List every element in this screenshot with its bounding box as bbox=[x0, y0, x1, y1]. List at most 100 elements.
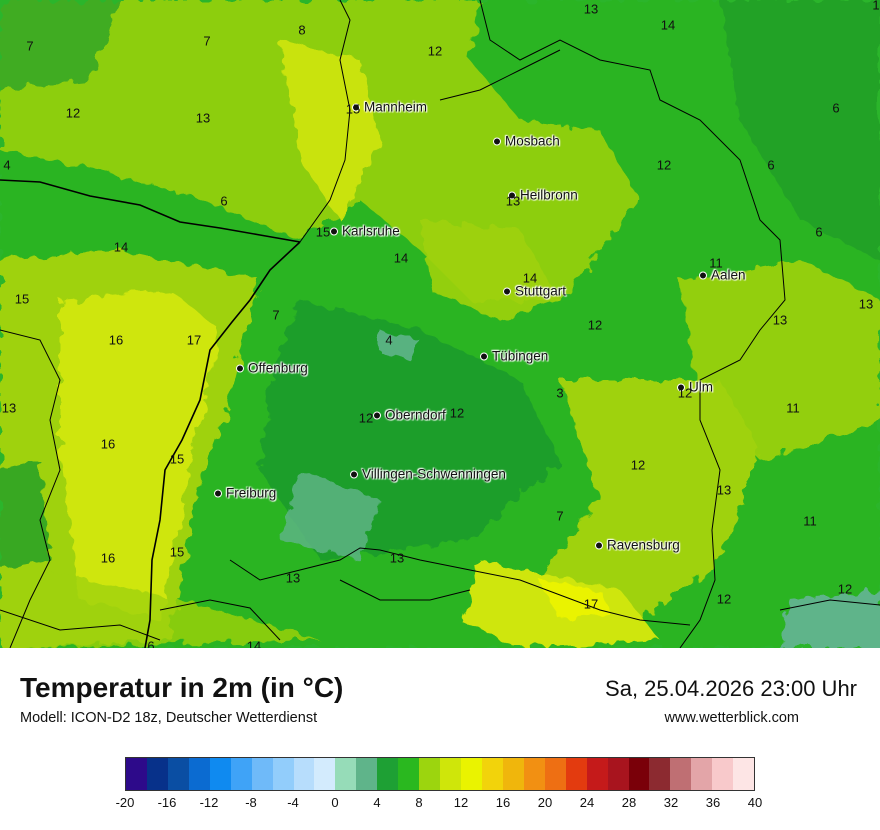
city-label: Mosbach bbox=[493, 134, 560, 149]
temperature-field bbox=[0, 0, 880, 648]
temperature-value: 13 bbox=[389, 550, 405, 566]
city-name: Mannheim bbox=[364, 99, 428, 115]
colorbar-segment bbox=[691, 758, 713, 790]
city-label: Stuttgart bbox=[503, 284, 566, 299]
temperature-value: 13 bbox=[195, 110, 211, 126]
city-label: Freiburg bbox=[214, 486, 276, 501]
temperature-value: 15 bbox=[315, 224, 331, 240]
colorbar-tick-label: 24 bbox=[579, 795, 595, 810]
colorbar-tick-label: 40 bbox=[747, 795, 763, 810]
colorbar-segment bbox=[398, 758, 420, 790]
colorbar-segment bbox=[502, 758, 524, 790]
colorbar-segment bbox=[712, 758, 734, 790]
temperature-value: 12 bbox=[630, 457, 646, 473]
temperature-value: 13 bbox=[1, 400, 17, 416]
colorbar-segment bbox=[335, 758, 357, 790]
colorbar-tick-label: 32 bbox=[663, 795, 679, 810]
temperature-value: 17 bbox=[186, 332, 202, 348]
city-label: Ulm bbox=[677, 380, 713, 395]
temperature-value: 7 bbox=[203, 33, 211, 49]
colorbar-segment bbox=[607, 758, 629, 790]
temperature-value: 4 bbox=[385, 332, 393, 348]
temperature-value: 6 bbox=[832, 100, 840, 116]
colorbar-segment bbox=[649, 758, 671, 790]
colorbar-tick-label: 4 bbox=[373, 795, 381, 810]
temperature-value: 12 bbox=[358, 410, 374, 426]
colorbar-segment bbox=[146, 758, 168, 790]
city-name: Villingen-Schwenningen bbox=[362, 466, 506, 482]
city-marker-icon bbox=[236, 364, 244, 373]
temperature-value: 15 bbox=[14, 291, 30, 307]
colorbar-segment bbox=[314, 758, 336, 790]
city-marker-icon bbox=[677, 383, 685, 392]
colorbar-tick-label: 12 bbox=[453, 795, 469, 810]
colorbar-segment bbox=[209, 758, 231, 790]
colorbar-segment bbox=[586, 758, 608, 790]
temperature-value: 3 bbox=[556, 385, 564, 401]
temperature-value: 17 bbox=[583, 596, 599, 612]
colorbar-segment bbox=[440, 758, 461, 790]
temperature-value: 13 bbox=[772, 312, 788, 328]
city-marker-icon bbox=[350, 470, 358, 479]
temperature-value: 12 bbox=[65, 105, 81, 121]
city-label: Ravensburg bbox=[595, 538, 680, 553]
temperature-value: 16 bbox=[108, 332, 124, 348]
temperature-value: 12 bbox=[656, 157, 672, 173]
website-link[interactable]: www.wetterblick.com bbox=[664, 710, 799, 726]
colorbar-tick-label: 8 bbox=[415, 795, 423, 810]
city-name: Offenburg bbox=[248, 360, 308, 376]
temperature-value: 13 bbox=[858, 296, 874, 312]
colorbar-tick-label: -16 bbox=[157, 795, 177, 810]
temperature-value: 7 bbox=[26, 38, 34, 54]
city-marker-icon bbox=[330, 227, 338, 236]
model-source: Modell: ICON-D2 18z, Deutscher Wetterdie… bbox=[20, 710, 318, 726]
temperature-colorbar bbox=[125, 757, 755, 791]
colorbar-segment bbox=[356, 758, 378, 790]
temperature-value: 12 bbox=[677, 385, 693, 401]
temperature-value: 14 bbox=[393, 250, 409, 266]
city-marker-icon bbox=[214, 489, 222, 498]
colorbar-segment bbox=[565, 758, 587, 790]
city-marker-icon bbox=[503, 287, 511, 296]
colorbar-tick-label: -12 bbox=[199, 795, 219, 810]
colorbar-segment bbox=[481, 758, 503, 790]
temperature-value: 8 bbox=[298, 22, 306, 38]
map-title: Temperatur in 2m (in °C) bbox=[20, 672, 344, 703]
colorbar-segment bbox=[188, 758, 210, 790]
colorbar-segment bbox=[293, 758, 315, 790]
colorbar-segment bbox=[272, 758, 294, 790]
temperature-value: 16 bbox=[100, 550, 116, 566]
temperature-value: 7 bbox=[272, 307, 280, 323]
city-label: Aalen bbox=[699, 268, 746, 283]
colorbar-segment bbox=[126, 758, 147, 790]
city-label: Villingen-Schwenningen bbox=[350, 467, 506, 482]
temperature-value: 14 bbox=[660, 17, 676, 33]
city-label: Karlsruhe bbox=[330, 224, 400, 239]
temperature-value: 15 bbox=[169, 451, 185, 467]
forecast-datetime: Sa, 25.04.2026 23:00 Uhr bbox=[605, 676, 857, 701]
colorbar-segment bbox=[230, 758, 252, 790]
city-marker-icon bbox=[480, 352, 488, 361]
city-name: Oberndorf bbox=[385, 407, 446, 423]
colorbar-tick-label: 36 bbox=[705, 795, 721, 810]
temperature-value: 14 bbox=[522, 270, 538, 286]
temperature-value: 12 bbox=[587, 317, 603, 333]
temperature-value: 6 bbox=[767, 157, 775, 173]
temperature-value: 14 bbox=[113, 239, 129, 255]
city-marker-icon bbox=[373, 411, 381, 420]
colorbar-ticks: -20 -16 -12 -8 -4 0 4 8 12 16 20 24 28 32 36 40 bbox=[116, 795, 763, 815]
temperature-value: 12 bbox=[449, 405, 465, 421]
colorbar-segment bbox=[544, 758, 566, 790]
city-marker-icon bbox=[352, 103, 360, 112]
temperature-value: 15 bbox=[345, 101, 361, 117]
colorbar-segment bbox=[733, 758, 755, 790]
temperature-value: 13 bbox=[505, 193, 521, 209]
colorbar-tick-label: 0 bbox=[331, 795, 339, 810]
temperature-value: 13 bbox=[285, 570, 301, 586]
city-label: Offenburg bbox=[236, 361, 308, 376]
temperature-value: 4 bbox=[3, 157, 11, 173]
city-name: Ravensburg bbox=[607, 537, 680, 553]
colorbar-segment bbox=[419, 758, 441, 790]
city-name: Ulm bbox=[689, 379, 713, 395]
city-name: Tübingen bbox=[492, 348, 549, 364]
